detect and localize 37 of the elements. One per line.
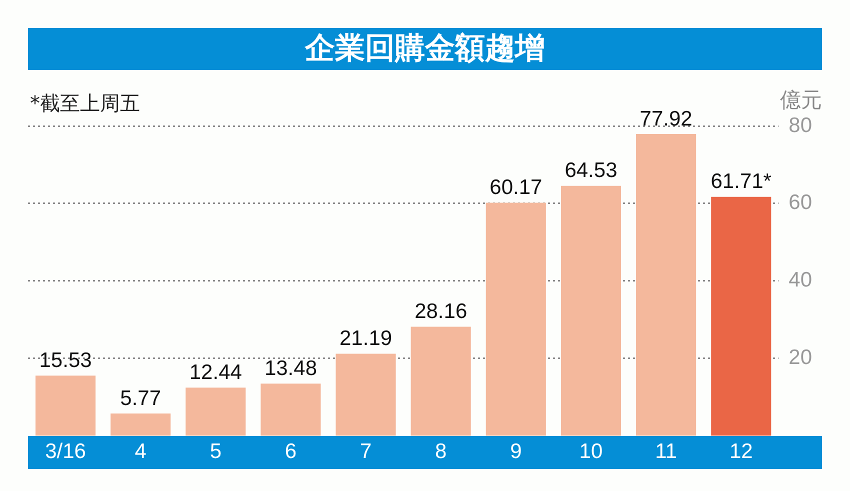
x-tick-label: 11 xyxy=(655,440,677,464)
x-tick-label: 5 xyxy=(210,440,222,464)
x-tick-label: 4 xyxy=(134,440,147,464)
data-label: 5.77 xyxy=(120,386,162,410)
data-label: 77.92 xyxy=(640,107,692,130)
bar xyxy=(486,202,546,436)
y-tick-label: 60 xyxy=(788,191,812,214)
bar xyxy=(336,354,396,436)
data-label: 21.19 xyxy=(340,327,392,350)
bar xyxy=(410,326,471,436)
x-tick-label: 9 xyxy=(510,440,522,464)
x-tick-label: 6 xyxy=(284,440,297,464)
y-tick-label: 20 xyxy=(788,346,812,370)
data-label: 28.16 xyxy=(414,300,468,324)
y-tick-label: 40 xyxy=(788,268,812,292)
bar xyxy=(36,376,96,436)
y-tick-label: 80 xyxy=(788,114,812,137)
data-label: 61.71* xyxy=(710,170,772,194)
bar xyxy=(560,186,622,436)
x-tick-label: 3/16 xyxy=(45,440,86,464)
x-tick-label: 12 xyxy=(729,440,753,464)
text: *截至上周五 xyxy=(30,90,140,117)
x-tick-label: 8 xyxy=(435,440,447,464)
chart-title: 企業回購金額趨增 xyxy=(28,28,822,70)
data-label: 12.44 xyxy=(189,360,242,384)
bar xyxy=(711,196,772,436)
bar xyxy=(260,384,321,436)
data-label: 13.48 xyxy=(264,356,318,380)
y-axis-title: 億元 xyxy=(780,87,822,114)
bar xyxy=(110,413,171,436)
bar xyxy=(186,388,246,436)
data-label: 15.53 xyxy=(39,348,92,372)
data-label: 64.53 xyxy=(564,159,618,182)
bar xyxy=(636,134,696,436)
x-tick-label: 10 xyxy=(579,440,603,464)
data-label: 60.17 xyxy=(490,176,542,200)
x-tick-label: 7 xyxy=(360,440,372,464)
